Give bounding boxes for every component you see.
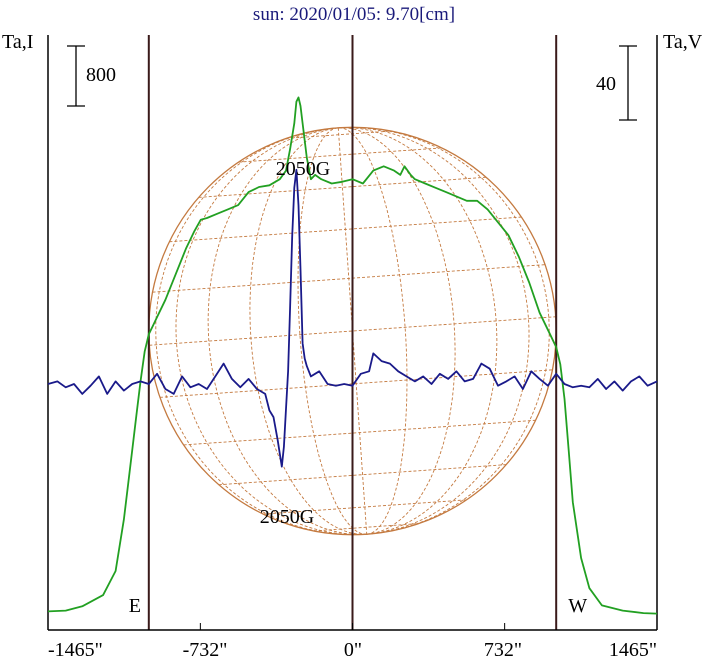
series-line-ta-i <box>47 96 658 615</box>
plot-frame <box>47 35 658 631</box>
limb-label-east: E <box>129 595 141 617</box>
right-scale-value: 40 <box>596 73 616 95</box>
longitude-line <box>338 126 530 535</box>
latitude-line <box>149 316 556 346</box>
left-axis-label: Ta,I <box>2 31 33 53</box>
longitude-line <box>155 127 367 536</box>
series-group <box>47 96 658 615</box>
x-tick-label: 1465" <box>609 639 657 661</box>
series-line-ta-v <box>47 168 658 468</box>
label-group: sun: 2020/01/05: 9.70[cm] Ta,I Ta,V 800 40 -1… <box>2 4 703 661</box>
longitude-line <box>338 127 408 535</box>
x-tick-label: -732" <box>183 639 228 661</box>
longitude-line <box>338 127 498 535</box>
x-tick-label: -1465" <box>48 639 103 661</box>
central-meridian <box>337 127 368 535</box>
right-axis-label: Ta,V <box>663 31 703 53</box>
longitude-line <box>338 127 456 535</box>
longitude-line <box>249 127 367 535</box>
limb-lines <box>147 35 558 630</box>
latitude-line <box>198 176 487 198</box>
latitude-line <box>218 464 507 486</box>
x-tick-label: 732" <box>484 639 522 661</box>
chart-title: sun: 2020/01/05: 9.70[cm] <box>253 4 455 25</box>
longitude-line <box>338 126 550 535</box>
annotation-ta-i: 2050G <box>276 158 330 180</box>
annotation-ta-v: 2050G <box>260 506 314 528</box>
longitude-line <box>175 127 367 536</box>
x-tick-label: 0" <box>344 639 362 661</box>
limb-label-west: W <box>568 595 587 617</box>
left-scale-value: 800 <box>86 64 116 86</box>
longitude-line <box>207 127 367 535</box>
